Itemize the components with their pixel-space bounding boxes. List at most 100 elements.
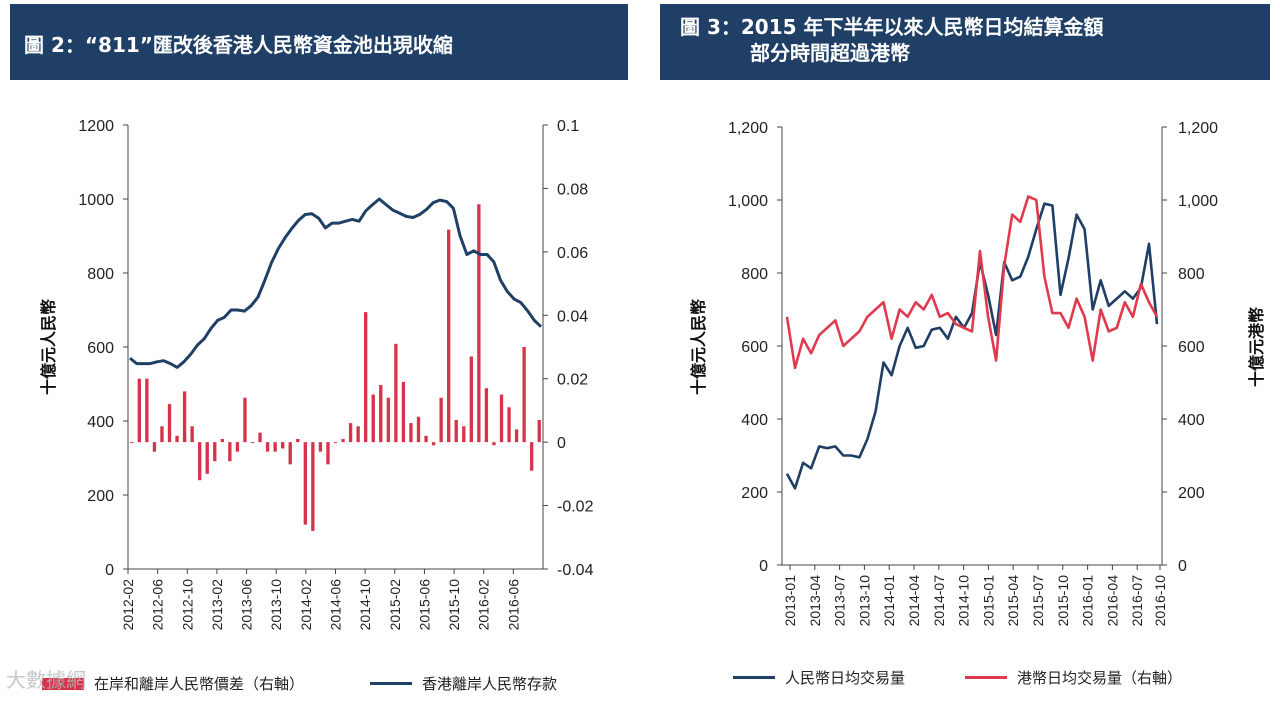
- spread-bar: [160, 426, 164, 443]
- left-tick-label: 0: [105, 562, 114, 579]
- right-tick-label: 0: [557, 435, 566, 452]
- right-tick-label: 0: [1178, 558, 1187, 575]
- spread-bar: [213, 442, 217, 462]
- legend-rmb-swatch: [733, 676, 775, 679]
- spread-bar: [265, 442, 270, 452]
- x-tick-label: 2015-10: [446, 579, 462, 631]
- chart3-title: 圖 3：2015 年下半年以來人民幣日均結算金額 部分時間超過港幣: [680, 15, 1104, 65]
- left-tick-label: 1200: [78, 118, 114, 135]
- left-tick-label: 1,000: [728, 193, 768, 210]
- right-tick-label: 400: [1178, 412, 1205, 429]
- spread-bar: [220, 438, 224, 443]
- spread-bar: [477, 204, 481, 443]
- spread-bar: [416, 416, 421, 443]
- spread-bar: [514, 429, 519, 443]
- spread-bar: [386, 397, 390, 443]
- spread-bar: [401, 381, 406, 443]
- legend-hkd-label: 港幣日均交易量（右軸）: [1017, 669, 1183, 687]
- left-tick-label: 600: [87, 340, 114, 357]
- x-tick-label: 2013-07: [832, 575, 848, 627]
- left-tick-label: 200: [741, 485, 768, 502]
- x-tick-label: 2014-02: [298, 579, 314, 631]
- legend-deposit: 香港離岸人民幣存款: [370, 673, 557, 694]
- x-tick-label: 2016-01: [1080, 575, 1096, 627]
- y-axis-label: 十億元人民幣: [689, 299, 708, 395]
- spread-bar: [281, 442, 285, 449]
- x-tick-label: 2015-01: [980, 575, 996, 627]
- spread-bar: [371, 394, 375, 443]
- chart2: 1200 1000 800 600 400 200 0 0.1 0.08 0.06 0.04 0.02…: [39, 118, 594, 630]
- spread-bar: [356, 426, 360, 443]
- spread-bar: [484, 388, 489, 443]
- right-tick-label: 0.08: [557, 181, 588, 198]
- x-tick-label: 2015-07: [1030, 575, 1046, 627]
- spread-bar: [326, 442, 330, 465]
- spread-bar: [364, 312, 368, 443]
- x-tick-label: 2013-01: [782, 575, 798, 627]
- x-tick-label: 2016-07: [1129, 575, 1145, 627]
- x-tick-label: 2015-02: [387, 579, 403, 631]
- left-tick-label: 800: [87, 266, 114, 283]
- x-tick-label: 2016-10: [1152, 575, 1168, 627]
- x-tick-label: 2013-06: [239, 579, 255, 631]
- spread-bar: [205, 442, 209, 474]
- spread-bar: [507, 407, 511, 443]
- spread-bar: [348, 423, 353, 443]
- left-tick-label: 400: [741, 412, 768, 429]
- spread-bar: [137, 378, 141, 443]
- left-tick-label: 800: [741, 266, 768, 283]
- spread-bar: [273, 442, 277, 452]
- legend-spread-label: 在岸和離岸人民幣價差（右軸）: [94, 675, 305, 693]
- x-tick-label: 2012-02: [120, 579, 136, 631]
- legend-spread: 在岸和離岸人民幣價差（右軸）: [42, 673, 304, 694]
- spread-bar: [333, 442, 338, 444]
- x-tick-label: 2014-06: [328, 579, 344, 631]
- spread-bar: [250, 442, 255, 444]
- spread-bar: [235, 442, 240, 452]
- x-tick-label: 2015-10: [1055, 575, 1071, 627]
- spread-bar: [462, 426, 466, 443]
- spread-bar: [439, 397, 443, 443]
- legend-bar-swatch: [42, 677, 84, 690]
- x-tick-label: 2014-04: [906, 575, 922, 627]
- right-tick-label: 1,200: [1178, 120, 1218, 137]
- spread-bar: [303, 442, 307, 525]
- spread-bar: [182, 391, 187, 443]
- x-tick-label: 2015-04: [1005, 575, 1021, 627]
- chart3: 1,200 1,000 800 600 400 200 0 1,200 1,000 800 600 4…: [689, 120, 1266, 626]
- x-tick-label: 2014-10: [956, 575, 972, 627]
- x-tick-label: 2012-10: [179, 579, 195, 631]
- spread-bar: [167, 404, 172, 443]
- x-tick-label: 2013-02: [209, 579, 225, 631]
- right-tick-label: 200: [1178, 485, 1205, 502]
- spread-bar: [296, 438, 300, 443]
- spread-bar: [394, 343, 398, 443]
- spread-bar: [424, 435, 428, 443]
- x-tick-label: 2013-04: [807, 575, 823, 627]
- x-tick-label: 2013-10: [268, 579, 284, 631]
- spread-bar: [243, 397, 247, 443]
- rmb-line: [785, 202, 1159, 490]
- right-tick-label: 800: [1178, 266, 1205, 283]
- spread-bar: [492, 442, 496, 446]
- right-tick-label: 0.02: [557, 372, 588, 389]
- spread-bar: [175, 435, 179, 443]
- spread-bar: [499, 394, 504, 443]
- spread-bar: [190, 426, 194, 443]
- spread-bar: [258, 432, 262, 443]
- legend-hkd: 港幣日均交易量（右軸）: [965, 667, 1182, 688]
- x-tick-label: 2016-02: [476, 579, 492, 631]
- x-tick-label: 2014-10: [357, 579, 373, 631]
- legend-hkd-swatch: [965, 676, 1007, 679]
- spread-bar: [431, 442, 436, 446]
- x-tick-label: 2016-04: [1104, 575, 1120, 627]
- legend-rmb-label: 人民幣日均交易量: [785, 669, 906, 687]
- spread-bar: [318, 442, 323, 452]
- spread-bar: [341, 438, 345, 443]
- chart3-title-banner: 圖 3：2015 年下半年以來人民幣日均結算金額 部分時間超過港幣: [660, 4, 1270, 80]
- y2-axis-label: 十億元港幣: [1247, 307, 1266, 387]
- legend-line-swatch: [370, 682, 412, 685]
- right-tick-label: 0.1: [557, 118, 579, 135]
- x-tick-label: 2014-01: [881, 575, 897, 627]
